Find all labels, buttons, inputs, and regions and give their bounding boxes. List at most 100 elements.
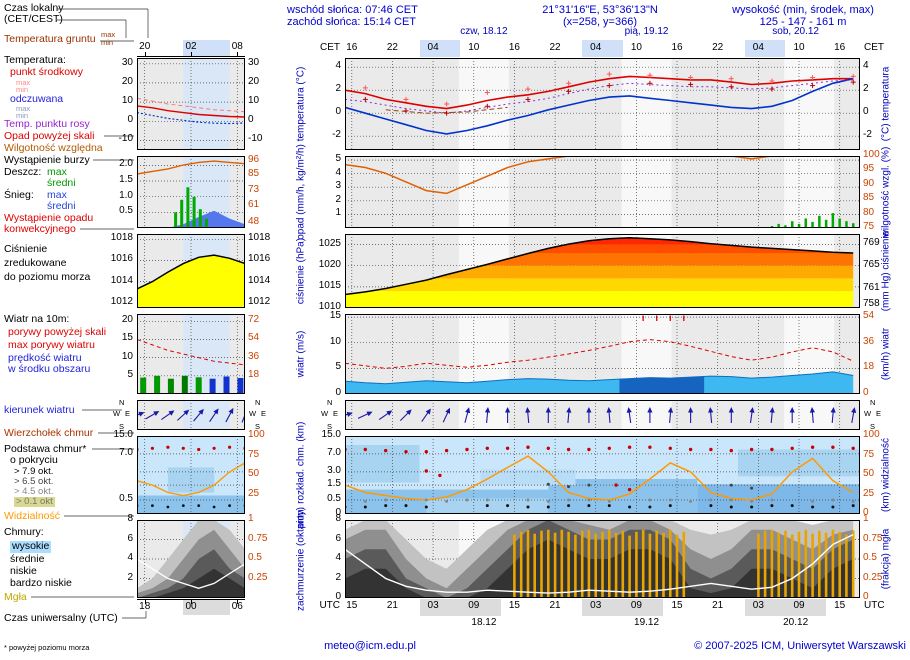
- wierzcholek-chmur-dots: [526, 445, 530, 449]
- axis-tick-label: 1014: [110, 274, 133, 286]
- mini-deszcz-bars: [204, 218, 208, 228]
- utc-hour-label: 09: [468, 600, 480, 611]
- podstawa-79-dots: [546, 505, 550, 509]
- mgla-bars: [804, 529, 808, 598]
- mini-porywy-line: [137, 339, 245, 366]
- kierunek-wiatru-arrows: [728, 407, 734, 423]
- mgla-bars: [675, 534, 679, 598]
- axis-tick-label: 5: [335, 153, 341, 165]
- legend-wierzcholek: Wierzchołek chmur: [4, 427, 94, 439]
- axis-band: [237, 600, 239, 604]
- podstawa-45-dots: [445, 499, 449, 503]
- axis-tick-label: 10: [248, 95, 260, 107]
- podstawa-45-dots: [587, 498, 591, 502]
- axis-band: [137, 599, 245, 600]
- cet-hour-label: 16: [346, 42, 358, 53]
- deszcz-bars: [797, 223, 801, 228]
- kierunek-wiatru-arrows: [647, 407, 653, 423]
- cet-hour-label: 16: [834, 42, 846, 53]
- mgla-bars: [770, 529, 774, 598]
- legend-snieg-sredni: średni: [47, 200, 76, 212]
- cet-hour-label: 10: [468, 42, 480, 53]
- mgla-bars: [797, 531, 801, 598]
- legend-pokrycie: o pokryciu: [10, 454, 58, 466]
- kierunek-wiatru-arrows: [345, 411, 353, 418]
- utc-hour-label: 15: [834, 600, 846, 611]
- podstawa-45-dots: [668, 498, 672, 502]
- axis-tick-label: 7.0: [119, 446, 133, 458]
- podstawa-79-dots: [770, 504, 774, 508]
- axis-band: [419, 599, 501, 616]
- mini-podstawa-dots: [181, 504, 185, 507]
- mini-podstawa-dots: [197, 504, 201, 507]
- axis-band: [191, 52, 192, 56]
- deszcz-bars: [811, 221, 814, 228]
- legend-punkt-rosy: Temp. punktu rosy: [4, 118, 90, 130]
- kierunek-wiatru-arrows: [851, 407, 857, 423]
- deszcz-bars: [831, 213, 835, 228]
- axis-tick-label: 15.0: [321, 429, 341, 440]
- wierzcholek-chmur-dots: [505, 446, 510, 450]
- kierunek-wiatru-arrows: [464, 407, 471, 423]
- axis-tick-label: 765: [863, 259, 880, 271]
- mgla-bars: [580, 530, 584, 598]
- cet-hour-label: 22: [712, 42, 724, 53]
- kierunek-chart: [345, 400, 860, 430]
- axis-tick-label: 54: [863, 310, 875, 322]
- axis-tick-label: 2.0: [119, 158, 133, 170]
- axis-tick-label: 4: [335, 166, 341, 178]
- podstawa-45-dots: [689, 499, 693, 503]
- mgla-bars: [533, 533, 536, 598]
- temperatura-punkt-srodkowy: [345, 75, 854, 110]
- cet-hour-label: 16: [671, 42, 683, 53]
- mgla-bars: [540, 530, 543, 598]
- temp-punktu-rosy: [345, 79, 854, 114]
- wierzcholek-chmur-dots: [546, 446, 550, 450]
- mgla-bars: [851, 530, 855, 598]
- podstawa-79-dots: [729, 505, 733, 509]
- kierunek-wiatru-arrows: [566, 407, 572, 424]
- local-time-label: Czas lokalny: [4, 2, 64, 14]
- kierunek-wiatru-arrows: [378, 410, 393, 421]
- axis-band: [582, 599, 664, 616]
- compass-E: E: [261, 409, 267, 418]
- axis-tick-label: 0: [335, 387, 341, 398]
- wierzcholek-chmur-dots: [668, 446, 672, 450]
- mgla-bars: [682, 531, 686, 598]
- legend-chmury-wysokie: wysokie: [10, 540, 52, 553]
- legend-chmury-srednie: średnie: [10, 553, 45, 565]
- kierunek-wiatru-arrows: [442, 407, 451, 423]
- axis-tick-label: 0.25: [863, 571, 883, 583]
- wierzcholek-chmur-dots: [587, 447, 591, 452]
- podstawa-45-dots: [424, 498, 428, 502]
- mini-kierunek-arrows: [161, 410, 175, 421]
- podstawa-45-dots: [648, 498, 652, 502]
- legend-czas-uniwersalny: Czas uniwersalny (UTC): [4, 612, 118, 624]
- mini-wiatr-bars: [154, 375, 161, 394]
- mgla-bars: [824, 532, 828, 598]
- email-link[interactable]: meteo@icm.edu.pl: [324, 640, 416, 652]
- mgla-bars: [784, 530, 787, 598]
- sunrise-label: wschód słońca: 07:46 CET: [287, 4, 418, 16]
- mini-wierzcholek-dots: [181, 446, 185, 450]
- legend-okt-79: > 7.9 okt.: [14, 466, 54, 477]
- utc-mini-hour-label: 00: [185, 601, 197, 612]
- mini-wiatr-bars: [181, 375, 188, 394]
- axis-tick-label: 75: [248, 448, 260, 460]
- kierunek-wiatru-arrows: [789, 407, 795, 423]
- kierunek-wiatru-arrows: [688, 407, 694, 423]
- mgla-bars: [560, 529, 564, 598]
- axis-tick-label: 80: [863, 206, 875, 218]
- axis-tick-label: 758: [863, 298, 880, 310]
- mini-mgla-line: [137, 558, 245, 589]
- axis-tick-label: 1014: [248, 274, 271, 286]
- kierunek-wiatru-arrows: [505, 407, 511, 423]
- day-label: czw, 18.12: [460, 26, 508, 37]
- axis-tick-label: 1016: [110, 253, 133, 265]
- podstawa-79-dots: [607, 504, 611, 508]
- mini-bardzo-niskie-area: [137, 568, 245, 598]
- kierunek-wiatru-arrows: [749, 407, 755, 423]
- mgla-bars: [831, 529, 835, 598]
- utc-hour-label: 09: [630, 600, 642, 611]
- kierunek-wiatru-arrows: [357, 411, 373, 419]
